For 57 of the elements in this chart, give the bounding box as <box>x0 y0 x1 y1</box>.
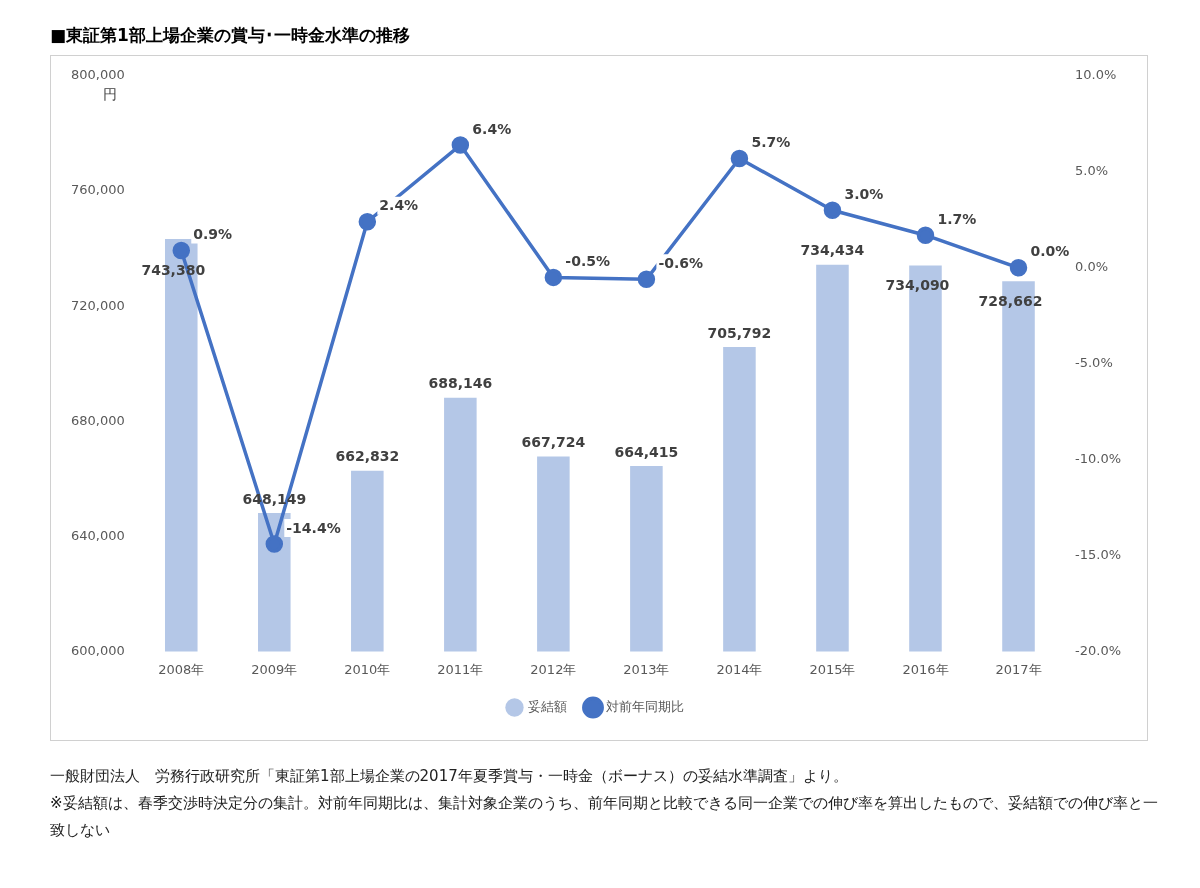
point <box>358 213 377 231</box>
x-tick-label: 2009年 <box>251 661 298 677</box>
data-label: 688,146 <box>428 375 493 392</box>
data-label: 705,792 <box>707 324 772 341</box>
data-label: 0.9% <box>193 226 233 243</box>
data-label: 734,090 <box>885 277 950 294</box>
y-tick-label: 600,000 <box>70 642 125 658</box>
y-tick-label: 760,000 <box>70 182 125 198</box>
point <box>637 270 656 289</box>
data-label: -14.4% <box>286 519 341 536</box>
point <box>823 201 842 220</box>
data-label: 728,662 <box>978 292 1043 309</box>
legend-label: 対前年同期比 <box>606 698 684 714</box>
data-label: 662,832 <box>335 448 400 465</box>
x-tick-label: 2008年 <box>158 661 205 677</box>
data-label: 2.4% <box>379 197 419 214</box>
legend-label: 妥結額 <box>527 698 567 714</box>
data-label: 5.7% <box>751 134 791 151</box>
y2-tick-label: -15.0% <box>1075 546 1122 562</box>
point <box>451 136 470 154</box>
x-tick-label: 2017年 <box>995 661 1042 677</box>
x-tick-label: 2013年 <box>623 661 670 677</box>
chart-title: ■東証第1部上場企業の賞与･一時金水準の推移 <box>50 24 411 47</box>
data-label: 664,415 <box>614 443 679 460</box>
y2-tick-label: -10.0% <box>1075 450 1122 466</box>
text: ※妥結額は、春季交渉時決定分の集計。対前年同期比は、集計対象企業のうち、前年同期と比較できる同一企業での伸び率を算出したもので、妥結額での伸び率と一致しない <box>50 793 1159 841</box>
x-tick-label: 2012年 <box>530 661 577 677</box>
data-label: 0.0% <box>1030 243 1070 260</box>
x-tick-label: 2011年 <box>437 661 484 677</box>
y2-tick-label: -5.0% <box>1075 355 1113 371</box>
y-tick-label: 680,000 <box>70 412 125 428</box>
data-label: -0.5% <box>565 253 611 270</box>
data-label: -0.6% <box>658 254 704 271</box>
point <box>265 535 284 553</box>
x-tick-label: 2016年 <box>902 661 949 677</box>
y-axis-title: 円 <box>103 86 117 104</box>
point <box>172 241 191 260</box>
point <box>1009 259 1028 277</box>
point <box>916 226 935 244</box>
data-label: 1.7% <box>937 210 977 227</box>
y-tick-label: 720,000 <box>70 297 125 313</box>
y2-tick-label: 10.0% <box>1075 67 1117 83</box>
y-tick-label: 800,000 <box>70 67 125 83</box>
x-tick-label: 2010年 <box>344 661 391 677</box>
data-label: 667,724 <box>521 434 586 451</box>
y2-tick-label: 5.0% <box>1075 163 1109 179</box>
data-label: 3.0% <box>844 185 884 202</box>
x-tick-label: 2015年 <box>809 661 856 677</box>
text: 一般財団法人 労務行政研究所「東証第1部上場企業の2017年夏季賞与・一時金（ボーナス）の妥結水準調査」より。 <box>50 766 849 787</box>
point <box>730 149 749 168</box>
data-label: 6.4% <box>472 120 512 137</box>
y2-tick-label: -20.0% <box>1075 642 1122 658</box>
point <box>544 268 563 287</box>
y-tick-label: 640,000 <box>70 527 125 543</box>
x-tick-label: 2014年 <box>716 661 763 677</box>
y2-tick-label: 0.0% <box>1075 259 1109 275</box>
data-label: 734,434 <box>800 242 865 259</box>
